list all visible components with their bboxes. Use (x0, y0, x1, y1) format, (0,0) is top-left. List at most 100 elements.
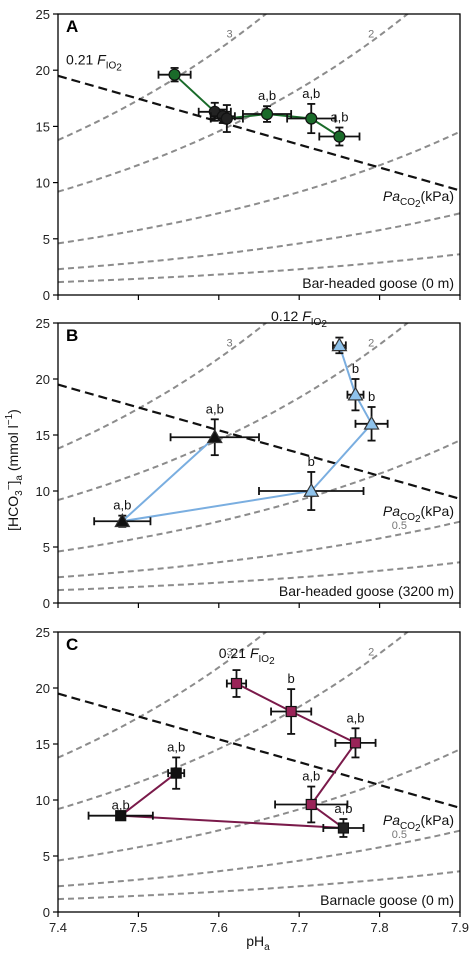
x-tick-label: 7.6 (210, 920, 228, 935)
significance-label: a,b (167, 739, 185, 754)
marker (170, 767, 182, 779)
data-point: a,b (318, 110, 361, 147)
isopleth-label-3: 3 (227, 647, 233, 659)
y-tick-label: 10 (36, 176, 50, 191)
isopleth-3 (58, 14, 268, 142)
data-point: b (270, 671, 313, 735)
fio2-annotation: 0.12 FIO2 (271, 308, 327, 330)
isopleth-label-3: 3 (227, 338, 233, 350)
isopleth-1 (58, 748, 460, 862)
x-tick-label: 7.8 (371, 920, 389, 935)
series-line (173, 73, 340, 138)
isopleth-0.5 (58, 212, 460, 271)
svg-text:pHa: pHa (246, 933, 270, 953)
y-tick-label: 10 (36, 484, 50, 499)
plot-frame (57, 631, 461, 913)
panel-a: 3210510152025ABar-headed goose (0 m)PaCO… (36, 7, 461, 303)
panel-letter: B (66, 326, 78, 345)
x-tick-label: 7.5 (129, 920, 147, 935)
panel-title: Barnacle goose (0 m) (320, 892, 454, 908)
x-axis-label: pHa (246, 933, 270, 953)
isopleth-0.25 (58, 561, 460, 592)
significance-label: a,b (330, 110, 348, 125)
significance-label: a,b (258, 88, 276, 103)
data-point: a,b (169, 401, 260, 457)
x-tick-label: 7.9 (451, 920, 469, 935)
data-point: a,b (242, 88, 293, 123)
y-tick-label: 25 (36, 7, 50, 22)
significance-label: a,b (302, 769, 320, 784)
paco2-label: PaCO2(kPa) (383, 188, 454, 210)
marker (347, 386, 364, 401)
data-point: a,b (322, 801, 365, 838)
y-tick-label: 25 (36, 316, 50, 331)
plot-frame (57, 322, 461, 604)
isopleth-2 (58, 632, 410, 811)
data-point (331, 336, 348, 355)
data-point: a,b (334, 710, 377, 759)
significance-label: b (368, 389, 375, 404)
data-point: a,b (286, 86, 337, 135)
significance-label: a,b (346, 710, 364, 725)
marker (260, 107, 274, 121)
data-point: a,b (93, 498, 152, 528)
marker (230, 677, 243, 690)
y-tick-label: 20 (36, 372, 50, 387)
marker (220, 112, 233, 125)
y-tick-label: 5 (43, 232, 50, 247)
data-point (225, 669, 248, 698)
marker (168, 68, 181, 81)
marker (285, 705, 297, 718)
isopleth-3 (58, 323, 268, 450)
series-line (117, 682, 358, 830)
isopleth-2 (58, 323, 410, 502)
y-tick-label: 5 (43, 540, 50, 555)
isopleth-0.25 (58, 870, 460, 901)
y-tick-label: 20 (36, 63, 50, 78)
significance-label: a,b (206, 401, 224, 416)
data-point: b (354, 389, 389, 442)
significance-label: b (288, 671, 295, 686)
y-tick-label: 15 (36, 428, 50, 443)
panel-letter: C (66, 635, 78, 654)
marker (206, 429, 223, 444)
y-tick-label: 15 (36, 119, 50, 134)
isopleth-label-0.5: 0.5 (392, 829, 407, 841)
y-tick-label: 10 (36, 793, 50, 808)
fio2-annotation: 0.21 FIO2 (219, 645, 275, 667)
y-tick-label: 0 (43, 596, 50, 611)
significance-label: a,b (112, 798, 130, 813)
y-tick-label: 25 (36, 625, 50, 640)
significance-label: b (352, 361, 359, 376)
x-tick-label: 7.7 (290, 920, 308, 935)
fio2-annotation: 0.21 FIO2 (66, 52, 122, 74)
panel-title: Bar-headed goose (0 m) (302, 275, 454, 291)
data-point: a,b (87, 798, 154, 822)
series-line (119, 345, 373, 523)
y-axis-label: [HCO3−]a (mmol l−1) (4, 409, 25, 531)
marker (305, 798, 317, 811)
significance-label: b (308, 454, 315, 469)
significance-label: a,b (334, 801, 352, 816)
svg-text:[HCO3−]a (mmol l−1): [HCO3−]a (mmol l−1) (4, 409, 25, 531)
y-tick-label: 5 (43, 849, 50, 864)
paco2-label: PaCO2(kPa) (383, 503, 454, 525)
panel-c: 3210.505101520257.47.57.67.77.87.9CBarna… (36, 625, 470, 935)
marker (305, 112, 318, 125)
significance-label: a,b (113, 498, 131, 513)
data-point (157, 67, 192, 83)
isopleth-label-2: 2 (368, 647, 374, 659)
marker (337, 822, 350, 834)
marker (303, 482, 320, 497)
isopleth-label-3: 3 (227, 29, 233, 41)
data-point: b (258, 454, 365, 511)
marker (333, 130, 346, 143)
isopleth-label-2: 2 (368, 29, 374, 41)
marker (331, 337, 348, 352)
data-point: b (346, 361, 365, 412)
isopleth-label-0.5: 0.5 (392, 520, 407, 532)
data-point: a,b (167, 739, 185, 790)
y-tick-label: 0 (43, 905, 50, 920)
